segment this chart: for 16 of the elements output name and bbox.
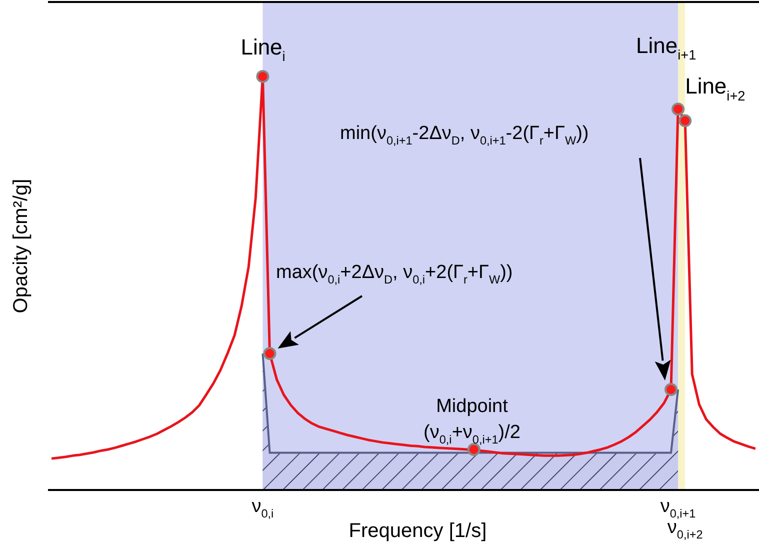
text: min(ν$_{0,i+1}$-2Δν$_{D}$, ν$_{0,i+1}$-2(Γ$_{r}$+Γ$_{W}$)) bbox=[340, 123, 589, 148]
point bbox=[664, 383, 678, 396]
point bbox=[678, 114, 692, 128]
annotation: Line$_{i+1}$ bbox=[636, 33, 696, 63]
x-axis-title: Frequency [1/s] bbox=[348, 520, 487, 542]
point bbox=[256, 70, 270, 83]
point bbox=[672, 102, 685, 116]
annotation: Midpoint bbox=[436, 396, 509, 417]
text: max(ν$_{0,i}$+2Δν$_{D}$, ν$_{0,i}$+2(Γ$_{r}$+Γ$_{W}$)) bbox=[276, 262, 513, 287]
y-axis-title: Opacity [cm²/g] bbox=[10, 178, 32, 314]
point bbox=[263, 347, 276, 360]
x-tick-label: ν$_{0,i}$ bbox=[252, 496, 274, 521]
x-tick-label: ν$_{0,i+1}$ bbox=[660, 496, 696, 521]
annotation: Line$_{i+2}$ bbox=[685, 74, 746, 104]
annotation: Line$_{i}$ bbox=[240, 34, 286, 64]
annotation: (ν$_{0,i}$+ν$_{0,i+1}$)/2 bbox=[424, 422, 520, 447]
